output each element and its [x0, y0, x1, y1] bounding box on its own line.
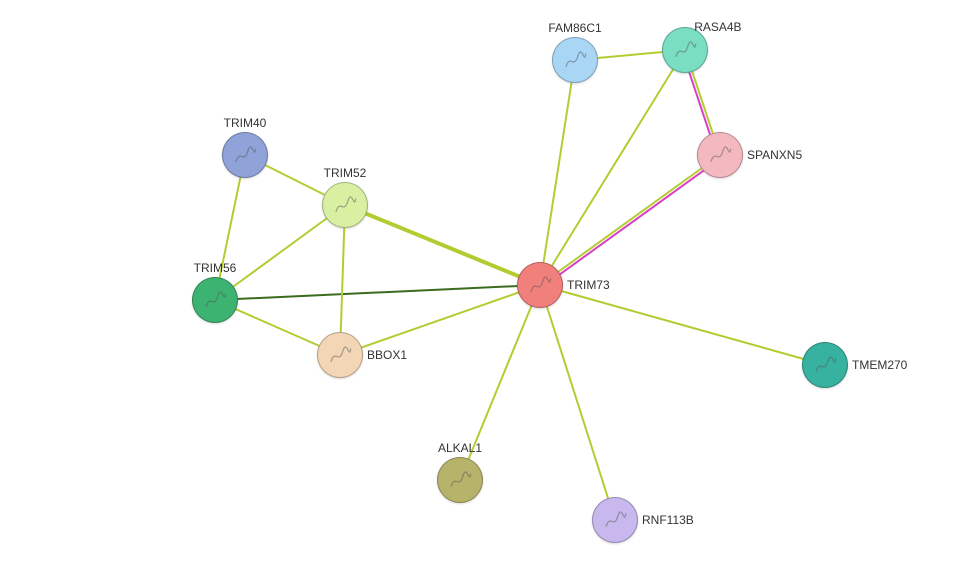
structure-icon: [707, 142, 733, 168]
edge-TRIM73-TRIM56: [215, 285, 540, 300]
node-bubble[interactable]: [192, 277, 238, 323]
node-ALKAL1[interactable]: ALKAL1: [437, 457, 483, 503]
node-RNF113B[interactable]: RNF113B: [592, 497, 638, 543]
node-TRIM40[interactable]: TRIM40: [222, 132, 268, 178]
node-label: TRIM73: [567, 278, 610, 292]
structure-icon: [672, 37, 698, 63]
node-BBOX1[interactable]: BBOX1: [317, 332, 363, 378]
node-label: RNF113B: [642, 513, 694, 527]
node-label: TRIM56: [194, 261, 237, 275]
node-bubble[interactable]: [697, 132, 743, 178]
node-label: TRIM40: [224, 116, 267, 130]
edge-TRIM73-TRIM52: [345, 205, 540, 285]
node-label: TMEM270: [852, 358, 907, 372]
node-SPANXN5[interactable]: SPANXN5: [697, 132, 743, 178]
node-bubble[interactable]: [662, 27, 708, 73]
node-TMEM270[interactable]: TMEM270: [802, 342, 848, 388]
edge-TRIM73-SPANXN5: [540, 155, 720, 285]
structure-icon: [447, 467, 473, 493]
edge-TRIM73-RNF113B: [540, 285, 615, 520]
node-TRIM73[interactable]: TRIM73: [517, 262, 563, 308]
structure-icon: [812, 352, 838, 378]
node-bubble[interactable]: [222, 132, 268, 178]
node-bubble[interactable]: [802, 342, 848, 388]
node-label: TRIM52: [324, 166, 367, 180]
node-label: RASA4B: [694, 20, 741, 34]
node-FAM86C1[interactable]: FAM86C1: [552, 37, 598, 83]
node-bubble[interactable]: [322, 182, 368, 228]
network-canvas: TRIM73 TRIM52 TRIM40 TRIM56 BBOX1 FAM86C1 RASA…: [0, 0, 975, 581]
node-label: FAM86C1: [548, 21, 601, 35]
structure-icon: [332, 192, 358, 218]
node-bubble[interactable]: [517, 262, 563, 308]
structure-icon: [202, 287, 228, 313]
edge-TRIM73-TMEM270: [540, 285, 825, 365]
structure-icon: [232, 142, 258, 168]
structure-icon: [527, 272, 553, 298]
node-bubble[interactable]: [437, 457, 483, 503]
edge-TRIM73-SPANXN5: [542, 157, 722, 287]
node-RASA4B[interactable]: RASA4B: [662, 27, 708, 73]
node-bubble[interactable]: [592, 497, 638, 543]
node-label: ALKAL1: [438, 441, 482, 455]
edges-layer: [0, 0, 975, 581]
edge-TRIM73-RASA4B: [540, 50, 685, 285]
structure-icon: [562, 47, 588, 73]
edge-TRIM73-ALKAL1: [460, 285, 540, 480]
node-bubble[interactable]: [317, 332, 363, 378]
node-label: BBOX1: [367, 348, 407, 362]
node-label: SPANXN5: [747, 148, 802, 162]
structure-icon: [602, 507, 628, 533]
node-bubble[interactable]: [552, 37, 598, 83]
structure-icon: [327, 342, 353, 368]
node-TRIM52[interactable]: TRIM52: [322, 182, 368, 228]
node-TRIM56[interactable]: TRIM56: [192, 277, 238, 323]
edge-TRIM73-FAM86C1: [540, 60, 575, 285]
edge-TRIM73-BBOX1: [340, 285, 540, 355]
